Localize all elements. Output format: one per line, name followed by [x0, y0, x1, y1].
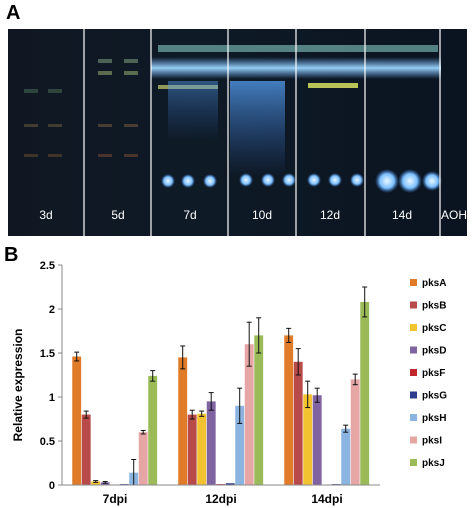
bar-pksH-12dpi: [235, 405, 245, 485]
y-axis: 0 0.5 1 1.5 2 2.5: [40, 260, 63, 492]
legend-label-pksI: pksI: [422, 436, 442, 447]
y-tick-label: 1: [49, 392, 55, 404]
bar-pksI-7dpi: [138, 432, 148, 485]
lane-label-14d: 14d: [392, 208, 412, 222]
bar-pksJ-7dpi: [148, 375, 158, 485]
lane-label-12d: 12d: [320, 208, 340, 222]
lane-label-3d: 3d: [39, 208, 52, 222]
legend-swatch-pksI: [410, 436, 417, 444]
legend-label-pksG: pksG: [422, 391, 447, 402]
legend-label-pksJ: pksJ: [422, 458, 445, 469]
bar-pksA-7dpi: [72, 356, 82, 485]
lane-label-aoh: AOH: [441, 208, 467, 222]
legend-label-pksB: pksB: [422, 301, 446, 312]
y-tick-label: 2: [49, 304, 55, 316]
legend-label-pksF: pksF: [422, 368, 445, 379]
bar-pksC-12dpi: [197, 413, 207, 485]
y-tick-label: 2.5: [40, 260, 55, 272]
bar-pksJ-14dpi: [360, 301, 370, 485]
x-axis: 7dpi 12dpi 14dpi: [62, 484, 380, 506]
legend-label-pksD: pksD: [422, 346, 446, 357]
tlc-plate-photo: 3d 5d 7d 10d 12d 14d AOH: [8, 29, 467, 236]
bar-pksC-7dpi: [91, 481, 101, 485]
bar-pksH-14dpi: [341, 428, 351, 485]
bar-pksD-12dpi: [206, 401, 216, 485]
legend-label-pksH: pksH: [422, 413, 446, 424]
legend-swatch-pksC: [410, 324, 417, 331]
bar-pksB-7dpi: [81, 414, 91, 485]
lane-label-7d: 7d: [183, 208, 196, 222]
x-category-label: 14dpi: [311, 492, 342, 506]
bar-pksD-14dpi: [312, 395, 322, 485]
bar-series-group: [72, 286, 370, 486]
y-tick-label: 1.5: [40, 348, 55, 360]
bar-pksA-12dpi: [178, 357, 188, 485]
bar-pksA-14dpi: [284, 335, 294, 485]
lane-label-5d: 5d: [111, 208, 124, 222]
y-axis-label: Relative expression: [11, 329, 25, 442]
legend: pksA pksB pksC pksD pksF pksG pksH pksI pksJ: [410, 278, 447, 469]
x-category-label: 12dpi: [205, 492, 236, 506]
legend-swatch-pksB: [410, 301, 417, 309]
legend-swatch-pksG: [410, 391, 417, 399]
bar-pksC-14dpi: [303, 394, 313, 485]
legend-swatch-pksA: [410, 279, 417, 286]
legend-swatch-pksJ: [410, 459, 417, 466]
legend-label-pksC: pksC: [422, 323, 446, 334]
panel-a-label: A: [6, 2, 21, 24]
bar-pksG-12dpi: [225, 483, 235, 485]
bar-pksI-12dpi: [244, 344, 254, 485]
bar-pksI-14dpi: [350, 379, 360, 485]
y-tick-label: 0: [49, 480, 55, 492]
bar-pksJ-12dpi: [254, 335, 264, 485]
panel-b-label: B: [4, 244, 19, 266]
y-tick-label: 0.5: [40, 436, 55, 448]
x-category-label: 7dpi: [103, 492, 128, 506]
bar-pksB-12dpi: [187, 414, 197, 485]
bar-pksB-14dpi: [293, 361, 303, 485]
expression-bar-chart: Relative expression 0 0.5 1 1.5 2 2.5 7dpi 12d…: [11, 260, 447, 506]
legend-swatch-pksH: [410, 414, 417, 421]
legend-swatch-pksD: [410, 346, 417, 354]
lane-label-10d: 10d: [252, 208, 272, 222]
legend-label-pksA: pksA: [422, 278, 446, 289]
legend-swatch-pksF: [410, 369, 417, 376]
